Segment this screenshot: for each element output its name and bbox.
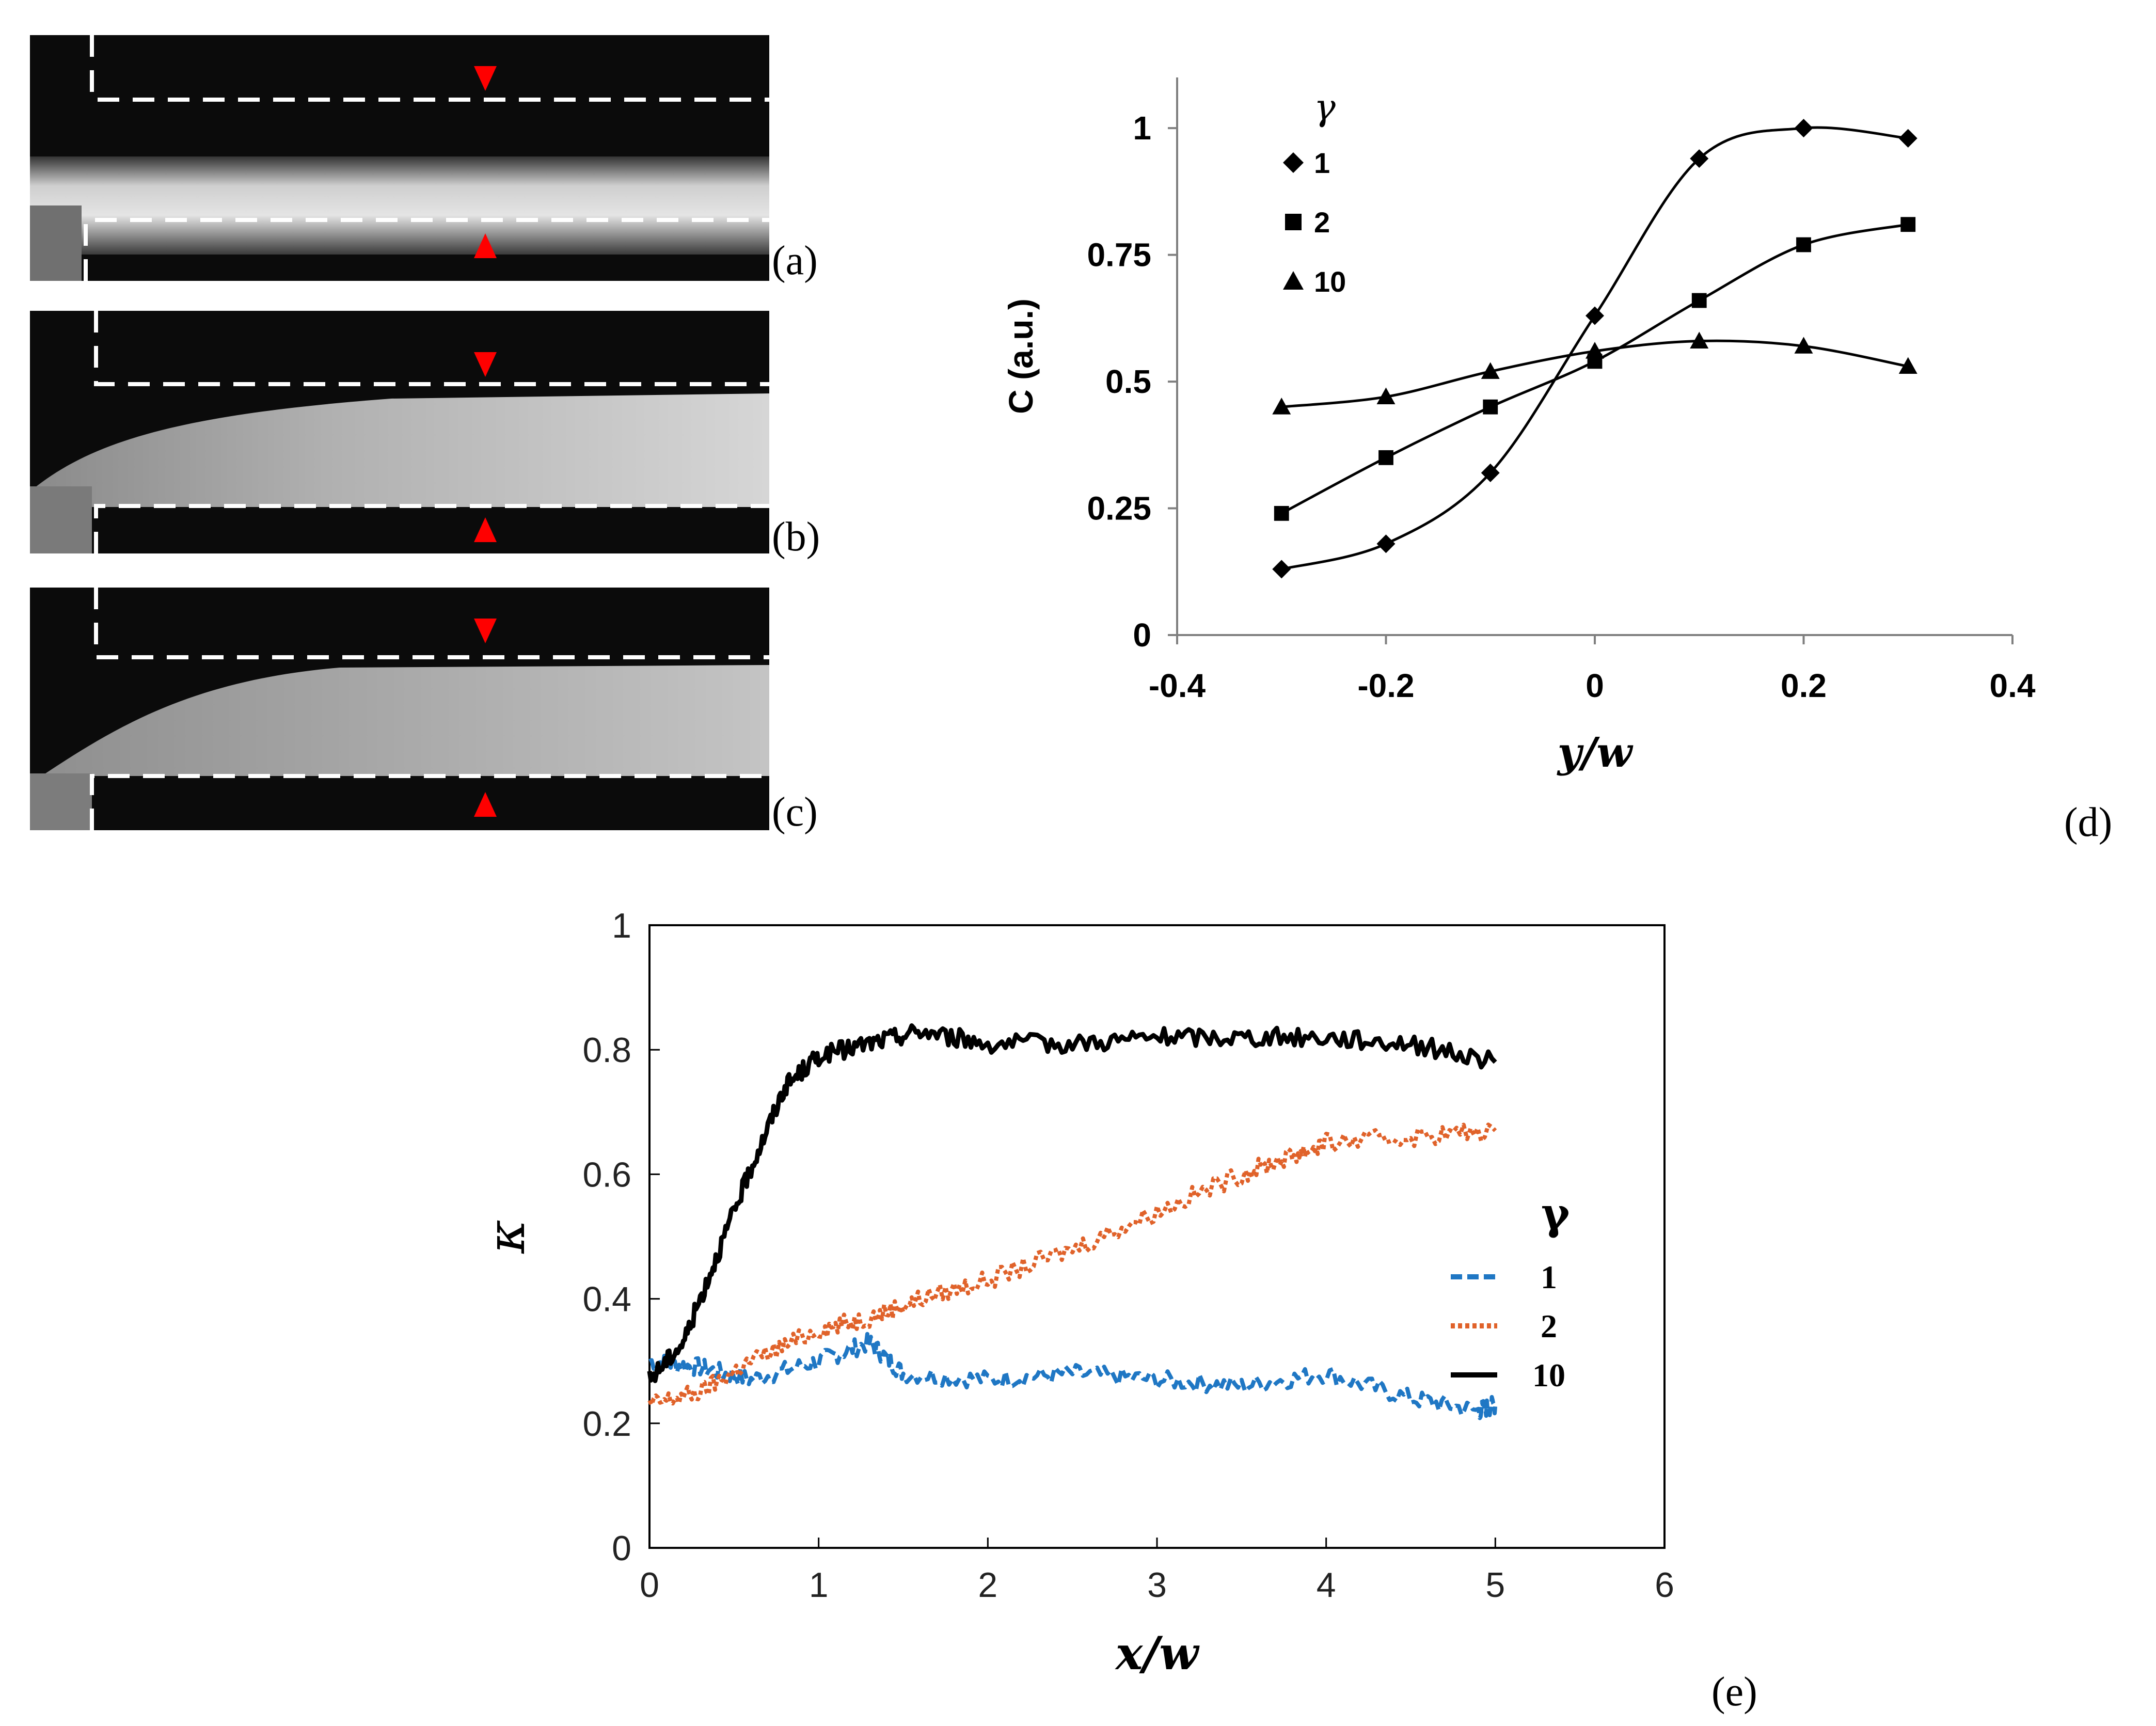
y-tick-label: 0.2 — [582, 1404, 631, 1444]
y-tick-label: 0.4 — [582, 1280, 631, 1319]
legend-label-gamma-10: 10 — [1532, 1357, 1565, 1394]
legend-label-gamma-10: 10 — [1314, 265, 1346, 298]
marker-up-triangle — [474, 233, 497, 258]
legend-label-gamma-1: 1 — [1314, 147, 1330, 179]
inlet-band — [30, 773, 92, 830]
data-point-gamma-10 — [1794, 337, 1813, 354]
y-tick-label: 0.25 — [1087, 490, 1151, 527]
y-tick-label: 0 — [1133, 616, 1151, 654]
y-tick-label: 1 — [612, 906, 631, 945]
data-point-gamma-1 — [1376, 534, 1396, 553]
data-point-gamma-10 — [1690, 331, 1709, 349]
data-point-gamma-1 — [1586, 306, 1604, 325]
data-point-gamma-10 — [1898, 357, 1917, 374]
data-point-gamma-2 — [1900, 217, 1916, 232]
y-tick-label: 0.6 — [582, 1155, 631, 1194]
y-tick-label: 0 — [612, 1529, 631, 1568]
inlet-band — [30, 205, 82, 281]
data-point-gamma-1 — [1794, 119, 1813, 138]
x-tick-label: 5 — [1485, 1565, 1505, 1605]
series-gamma-2 — [1274, 217, 1916, 521]
data-point-gamma-2 — [1378, 450, 1393, 465]
x-tick-label: 0 — [640, 1565, 659, 1605]
micrograph-a-svg — [30, 35, 769, 281]
y-axis-label: C (a.u.) — [1002, 298, 1040, 414]
data-point-gamma-1 — [1690, 149, 1709, 168]
marker-up-triangle — [474, 792, 497, 817]
micrograph-b — [30, 311, 769, 553]
data-point-gamma-10 — [1481, 362, 1500, 379]
marker-down-triangle — [474, 619, 497, 643]
marker-up-triangle — [474, 517, 497, 542]
y-tick-label: 1 — [1133, 109, 1151, 147]
panel-label-d: (d) — [2064, 800, 2113, 845]
micrograph-a — [30, 35, 769, 281]
legend-label-gamma-1: 1 — [1541, 1259, 1557, 1295]
data-point-gamma-10 — [1272, 398, 1291, 415]
x-tick-label: 0 — [1586, 667, 1604, 704]
x-tick-label: 0.2 — [1781, 667, 1827, 704]
micrograph-c-svg — [30, 588, 769, 830]
x-tick-label: 0.4 — [1990, 667, 2036, 704]
data-point-gamma-2 — [1796, 237, 1811, 252]
channel-wall-lower — [94, 504, 769, 553]
stream-band — [30, 393, 769, 507]
marker-down-triangle — [474, 352, 497, 377]
legend-title: γ — [1541, 1188, 1570, 1239]
series-gamma-10 — [1272, 331, 1917, 415]
panel-label-a: (a) — [772, 238, 818, 283]
stream-band — [30, 156, 769, 255]
series-gamma-1 — [1272, 119, 1917, 579]
data-point-gamma-1 — [1898, 129, 1917, 148]
panel-label-b: (b) — [772, 514, 820, 560]
x-tick-label: 4 — [1317, 1565, 1336, 1605]
x-tick-label: -0.4 — [1149, 667, 1206, 704]
data-point-gamma-1 — [1481, 463, 1500, 482]
y-tick-label: 0.5 — [1105, 363, 1151, 400]
data-point-gamma-1 — [1272, 560, 1291, 579]
legend-label-gamma-2: 2 — [1541, 1308, 1557, 1344]
micrograph-b-svg — [30, 311, 769, 553]
data-point-gamma-10 — [1586, 342, 1604, 359]
marker-down-triangle — [474, 66, 497, 91]
y-tick-label: 0.8 — [582, 1031, 631, 1070]
x-tick-label: 2 — [978, 1565, 997, 1605]
x-axis-label: y/w — [1557, 728, 1634, 777]
series-gamma-2 — [647, 1122, 1497, 1407]
micrograph-c — [30, 588, 769, 830]
x-tick-label: 6 — [1655, 1565, 1674, 1605]
data-point-gamma-2 — [1691, 293, 1707, 308]
line-gamma-10 — [647, 1023, 1497, 1383]
legend-label-gamma-2: 2 — [1314, 206, 1330, 239]
legend-marker-gamma-10 — [1283, 271, 1304, 290]
legend-marker-gamma-2 — [1285, 214, 1302, 230]
line-gamma-2 — [647, 1122, 1497, 1407]
stream-band — [30, 665, 769, 784]
data-point-gamma-2 — [1274, 505, 1289, 521]
panel-label-e: (e) — [1711, 1669, 1757, 1715]
channel-wall-upper — [90, 35, 769, 102]
x-tick-label: 3 — [1147, 1565, 1167, 1605]
data-point-gamma-10 — [1376, 387, 1396, 404]
panel-label-c: (c) — [772, 789, 818, 835]
channel-wall-lower — [84, 218, 769, 281]
legend-title: γ — [1314, 86, 1336, 129]
x-tick-label: -0.2 — [1357, 667, 1414, 704]
channel-wall-lower — [90, 774, 769, 830]
inlet-band — [30, 486, 92, 553]
series-gamma-10 — [647, 1023, 1497, 1383]
y-axis-label: κ — [476, 1220, 536, 1254]
x-tick-label: 1 — [809, 1565, 829, 1605]
channel-wall-upper — [94, 311, 769, 386]
data-point-gamma-2 — [1483, 399, 1498, 415]
legend-marker-gamma-1 — [1283, 152, 1304, 173]
x-axis-label: x/w — [1115, 1626, 1200, 1680]
y-tick-label: 0.75 — [1087, 236, 1151, 274]
plot-frame — [648, 924, 1666, 1549]
